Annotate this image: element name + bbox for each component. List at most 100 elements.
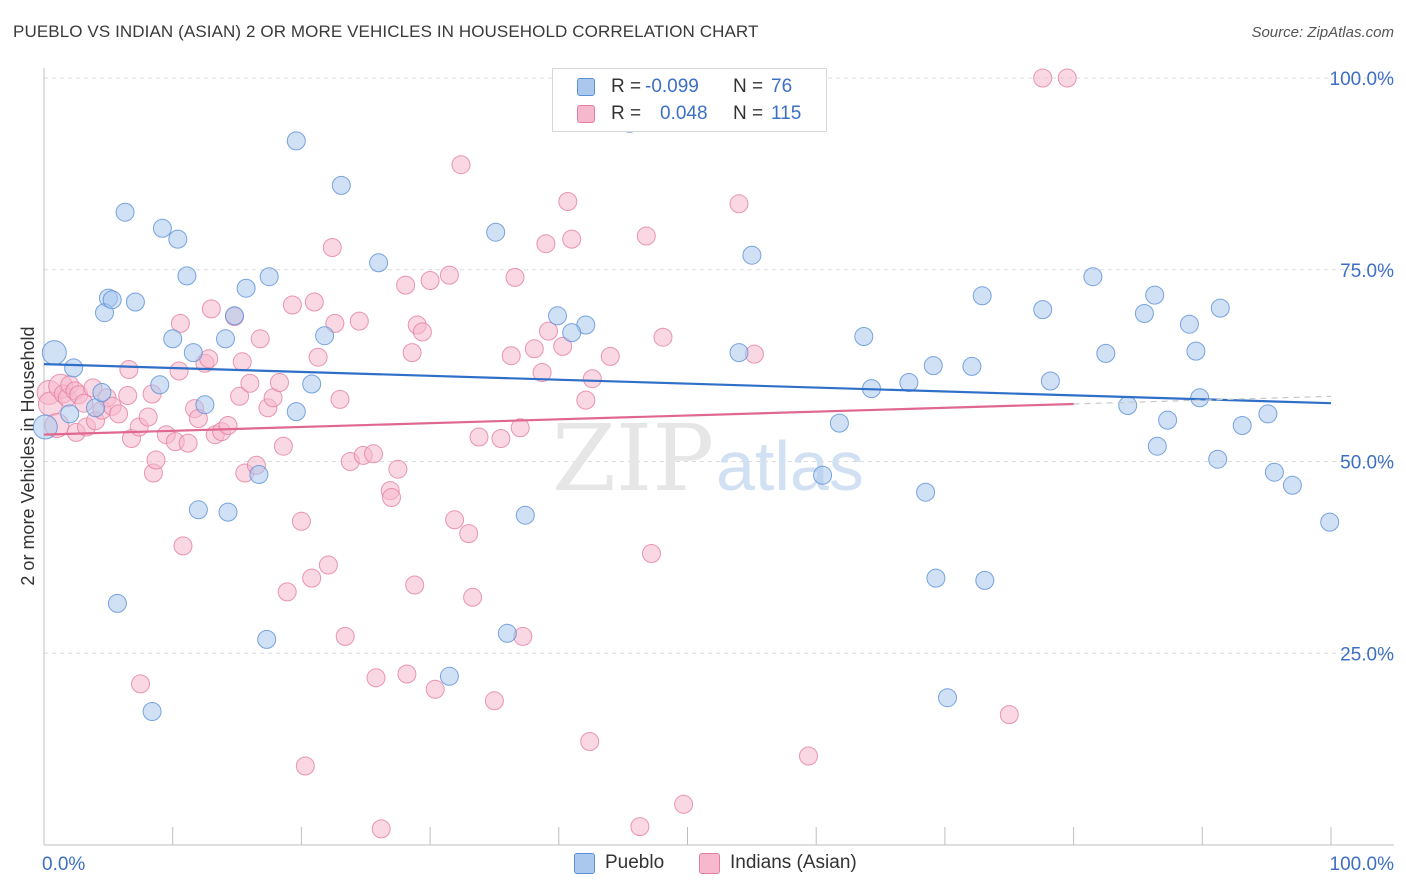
- watermark-atlas: atlas: [716, 427, 864, 505]
- pueblo-point: [64, 358, 84, 378]
- indian-point: [445, 510, 465, 530]
- pueblo-point: [1083, 267, 1103, 287]
- indian-point: [425, 679, 445, 699]
- indian-point: [491, 429, 511, 448]
- pueblo-point: [60, 404, 80, 424]
- pueblo-point: [331, 175, 351, 195]
- chart-title: PUEBLO VS INDIAN (ASIAN) 2 OR MORE VEHIC…: [13, 22, 759, 41]
- indian-point: [405, 575, 425, 595]
- trend-lines: [43, 362, 1332, 436]
- y-tick-label: 25.0%: [1340, 644, 1394, 665]
- indian-point: [536, 234, 556, 254]
- pueblo-point: [236, 278, 256, 298]
- indian-point: [388, 459, 408, 479]
- pueblo-point: [962, 356, 982, 376]
- pueblo-point: [926, 568, 946, 588]
- pueblo-n-value: 76: [771, 76, 793, 97]
- pueblo-point: [1264, 462, 1284, 482]
- pueblo-point: [1179, 314, 1199, 334]
- pueblo-point: [1145, 285, 1165, 305]
- pueblo-point: [486, 222, 506, 242]
- pueblo-point: [259, 267, 279, 287]
- pueblo-point: [1040, 371, 1060, 391]
- indian-point: [382, 488, 401, 507]
- axes: [43, 68, 1394, 846]
- indian-point: [532, 363, 552, 382]
- source-label: Source: ZipAtlas.com: [1251, 24, 1394, 41]
- pueblo-point: [548, 306, 567, 326]
- indian-point: [510, 418, 530, 438]
- pueblo-trend-line: [43, 362, 1332, 405]
- indian-point: [999, 705, 1019, 725]
- pueblo-legend-label: Pueblo: [605, 852, 665, 873]
- indian-r-value: 0.048: [660, 103, 708, 124]
- indian-point: [463, 587, 483, 607]
- indian-point: [402, 343, 422, 363]
- indian-point: [119, 360, 139, 379]
- watermark: ZIP atlas: [552, 405, 864, 512]
- x-tick-label: 0.0%: [42, 854, 85, 875]
- indian-point: [169, 361, 189, 381]
- pueblo-point: [163, 329, 183, 349]
- pueblo-point: [975, 570, 995, 590]
- pueblo-point: [315, 326, 335, 346]
- pueblo-point: [102, 290, 122, 310]
- correlation-legend: R = -0.099 N = 76 R = 0.048 N = 115: [552, 68, 827, 132]
- indian-point: [325, 313, 345, 333]
- indian-point: [459, 524, 479, 544]
- pueblo-point: [938, 688, 957, 708]
- pueblo-point: [729, 343, 749, 363]
- indian-point: [138, 407, 158, 427]
- indian-point: [330, 389, 350, 409]
- pueblo-point: [142, 702, 162, 721]
- pueblo-point: [257, 629, 277, 649]
- pueblo-point: [125, 292, 145, 312]
- pueblo-r-value: -0.099: [645, 76, 699, 97]
- pueblo-point: [183, 343, 203, 363]
- indian-point: [371, 819, 391, 839]
- indian-point: [729, 194, 749, 214]
- pueblo-point: [1320, 512, 1340, 532]
- y-tick-label: 75.0%: [1340, 261, 1394, 282]
- indian-point: [308, 347, 328, 367]
- pueblo-point: [1258, 404, 1278, 424]
- pueblo-point: [216, 329, 235, 349]
- pueblo-point: [972, 286, 992, 306]
- y-tick-label: 100.0%: [1330, 69, 1395, 90]
- indian-point: [146, 450, 166, 470]
- indian-point: [240, 373, 260, 393]
- indian-point: [420, 271, 440, 290]
- pueblo-point: [369, 253, 389, 273]
- legend-n-label: N =: [733, 76, 764, 97]
- y-tick-label: 50.0%: [1340, 453, 1394, 474]
- indian-point: [277, 582, 297, 602]
- indian-point: [218, 416, 238, 435]
- indian-point: [201, 299, 221, 319]
- indian-point: [118, 386, 138, 405]
- indian-point: [270, 373, 289, 392]
- pueblo-point: [286, 402, 306, 422]
- indian-point: [642, 544, 661, 563]
- indian-point: [109, 404, 129, 424]
- pueblo-point: [1147, 436, 1167, 456]
- pueblo-point: [1210, 298, 1230, 318]
- pueblo-point: [1282, 475, 1302, 495]
- y-axis-label: 2 or more Vehicles in Household: [18, 326, 38, 585]
- indian-point: [539, 321, 558, 341]
- pueblo-point: [152, 218, 172, 238]
- pueblo-series-points: [32, 112, 1340, 721]
- indian-point: [562, 229, 582, 249]
- pueblo-point: [195, 395, 215, 415]
- pueblo-point: [923, 356, 943, 376]
- indian-n-value: 115: [771, 103, 802, 124]
- indian-point: [580, 732, 600, 751]
- indian-point: [170, 313, 190, 333]
- indian-point: [173, 536, 193, 556]
- pueblo-point: [1033, 300, 1053, 320]
- indian-point: [349, 311, 369, 331]
- indian-point: [335, 626, 355, 646]
- indian-point: [451, 155, 471, 175]
- pueblo-point: [150, 375, 170, 395]
- indian-point: [322, 238, 342, 257]
